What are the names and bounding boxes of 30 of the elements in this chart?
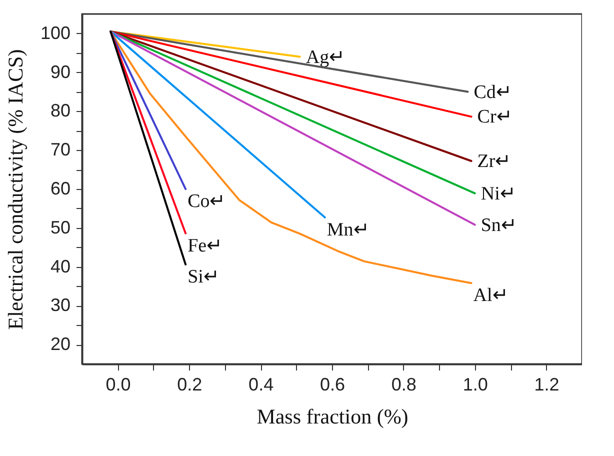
y-axis-title: Electrical conductivity (% IACS) <box>3 49 28 330</box>
y-tick-label: 100 <box>40 22 70 43</box>
x-axis-title: Mass fraction (%) <box>256 404 408 428</box>
line-series <box>110 30 472 284</box>
series-label: Fe↵ <box>188 235 223 256</box>
x-tick-label: 1.2 <box>534 374 560 394</box>
series-label: Al↵ <box>473 285 508 306</box>
series-label: Ag↵ <box>306 46 346 68</box>
y-tick-label: 20 <box>50 334 70 354</box>
x-tick-label: 0.0 <box>106 374 131 394</box>
y-tick-label: 80 <box>50 100 70 121</box>
x-tick-label: 0.4 <box>248 374 274 394</box>
y-tick-label: 30 <box>50 295 70 316</box>
x-tick-label: 0.8 <box>391 374 416 394</box>
y-tick-label: 40 <box>50 256 70 276</box>
y-tick-label: 50 <box>50 217 70 238</box>
y-tick-label: 60 <box>50 178 70 198</box>
series-label: Mn↵ <box>326 219 370 240</box>
y-tick-label: 90 <box>50 62 70 82</box>
series-label: Co↵ <box>188 191 226 212</box>
series-label: Ni↵ <box>480 183 516 204</box>
series-label: Si↵ <box>188 266 220 288</box>
series-label: Cd↵ <box>474 82 512 103</box>
x-tick-label: 0.2 <box>177 374 202 394</box>
series-label: Cr↵ <box>477 106 512 128</box>
series-label: Zr↵ <box>477 151 512 172</box>
x-tick-label: 1.0 <box>462 374 488 394</box>
x-tick-label: 0.6 <box>320 374 346 394</box>
y-tick-label: 70 <box>50 140 70 160</box>
series-label: Sn↵ <box>480 214 517 236</box>
